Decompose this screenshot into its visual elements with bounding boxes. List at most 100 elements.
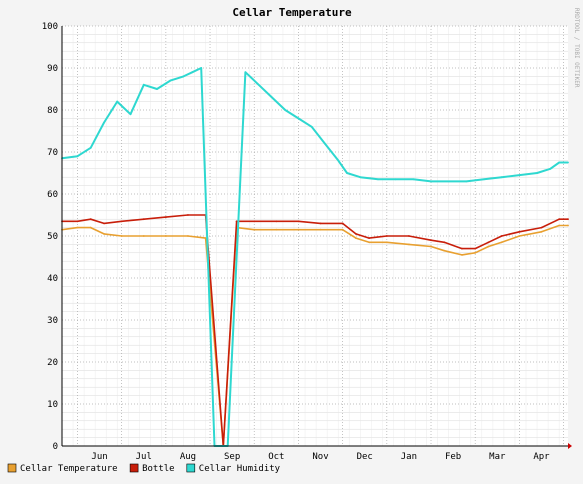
series-point	[191, 71, 194, 74]
series-point	[368, 237, 371, 240]
series-point	[164, 235, 167, 237]
series-point	[430, 245, 432, 248]
series-point	[487, 241, 490, 244]
series-point	[204, 237, 207, 240]
x-tick-label: Jan	[401, 452, 417, 462]
series-point	[257, 83, 260, 86]
series-point	[103, 121, 105, 124]
series-point	[465, 180, 468, 183]
series-point	[518, 174, 521, 177]
y-tick-label: 40	[47, 274, 58, 284]
series-point	[500, 176, 503, 179]
series-point	[116, 100, 119, 103]
series-point	[89, 226, 92, 229]
legend: Cellar Temperature Bottle Cellar Humidity	[7, 463, 281, 474]
legend-swatch	[129, 463, 139, 473]
x-tick-label: Jul	[136, 452, 152, 462]
series-point	[474, 251, 477, 254]
x-tick-label: Nov	[312, 452, 328, 462]
series-point	[297, 117, 300, 120]
series-point	[142, 218, 145, 221]
series-point	[253, 228, 256, 231]
y-tick-label: 80	[47, 106, 58, 116]
legend-swatch	[7, 463, 17, 473]
series-point	[408, 243, 410, 246]
series-point	[244, 71, 247, 74]
series-point	[567, 161, 569, 164]
series-point	[385, 235, 388, 237]
series-point	[368, 241, 371, 244]
series-point	[461, 254, 463, 256]
series-point	[103, 222, 105, 225]
series-point	[76, 226, 79, 229]
series-point	[567, 218, 569, 221]
series-point	[324, 142, 326, 145]
legend-label: Cellar Humidity	[199, 464, 281, 474]
x-tick-label: Oct	[268, 452, 284, 462]
series-point	[319, 222, 322, 225]
series-point	[129, 113, 132, 116]
chart-watermark: RRDTOOL / TOBI OETIKER	[573, 8, 580, 88]
series-point	[354, 233, 357, 235]
grid	[61, 25, 568, 447]
series-point	[518, 230, 521, 233]
series-point	[518, 235, 521, 237]
x-tick-label: Sep	[224, 452, 240, 462]
series-point	[412, 178, 415, 181]
series-point	[558, 224, 561, 227]
y-tick-label: 50	[47, 232, 58, 242]
series-point	[536, 172, 538, 174]
series-point	[385, 241, 388, 244]
series-point	[341, 222, 344, 225]
series-point	[142, 83, 145, 86]
series-point	[164, 216, 167, 219]
series-point	[89, 218, 92, 221]
series-point	[156, 88, 158, 90]
series-point	[142, 235, 145, 237]
series-line-cellar-temperature	[61, 224, 568, 447]
series-point	[443, 249, 446, 252]
series-point	[377, 178, 379, 181]
series-point	[337, 159, 340, 162]
series-point	[500, 241, 503, 244]
x-tick-label: Feb	[445, 452, 461, 462]
y-tick-label: 20	[47, 358, 58, 368]
series-point	[558, 218, 561, 221]
series-point	[558, 161, 561, 164]
series-point	[430, 180, 432, 183]
series-point	[76, 220, 79, 223]
series-point	[310, 125, 313, 128]
series-point	[103, 233, 105, 235]
series-point	[235, 220, 238, 223]
series-point	[200, 67, 203, 69]
y-tick-label: 100	[42, 22, 58, 32]
series-point	[76, 155, 79, 158]
series-point	[275, 228, 278, 231]
y-tick-label: 70	[47, 148, 58, 158]
legend-swatch	[186, 463, 196, 473]
x-tick-label: Apr	[533, 452, 550, 462]
series-point	[169, 79, 172, 82]
series-point	[500, 235, 503, 237]
series-point	[341, 228, 344, 231]
x-tick-label: Jun	[91, 452, 107, 462]
series-point	[487, 245, 490, 248]
x-tick-label: Aug	[180, 452, 196, 462]
series-point	[319, 228, 322, 231]
series-line-bottle	[62, 214, 568, 447]
series-point	[394, 178, 397, 181]
y-tick-label: 60	[47, 190, 58, 200]
series-point	[408, 235, 410, 237]
series-point	[275, 220, 278, 223]
series-point	[89, 146, 92, 149]
x-tick-label: Dec	[357, 452, 373, 462]
series-point	[540, 226, 543, 229]
legend-label: Cellar Temperature	[20, 464, 118, 474]
series-point	[447, 180, 450, 183]
series-point	[346, 172, 348, 174]
series-point	[483, 178, 485, 181]
series-point	[540, 230, 543, 233]
series-point	[549, 167, 552, 170]
